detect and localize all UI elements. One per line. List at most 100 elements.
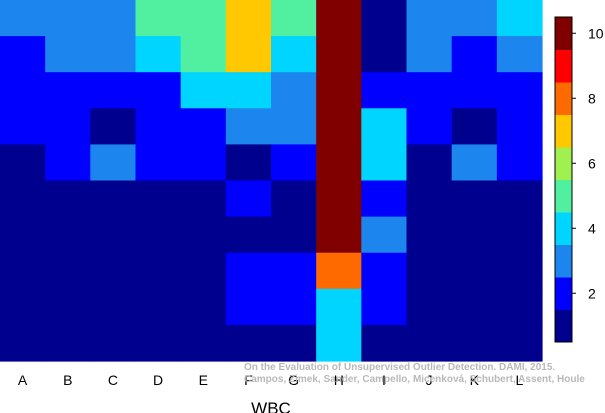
x-tick-label-J: J bbox=[426, 372, 433, 388]
heatmap-cell-H-3 bbox=[316, 72, 362, 109]
heatmap-cell-K-2 bbox=[451, 36, 498, 73]
heatmap-cell-L-5 bbox=[496, 144, 543, 182]
x-tick-label-E: E bbox=[199, 372, 208, 388]
heatmap-cell-J-10 bbox=[406, 324, 453, 362]
heatmap-cell-A-10 bbox=[0, 324, 46, 362]
heatmap-cell-B-8 bbox=[45, 252, 91, 290]
heatmap-cell-C-1 bbox=[90, 0, 137, 37]
heatmap-cell-G-2 bbox=[271, 36, 317, 73]
heatmap-cell-I-4 bbox=[361, 108, 408, 145]
colorbar-tick-label-8: 8 bbox=[588, 90, 596, 106]
x-tick-label-B: B bbox=[63, 372, 72, 388]
heatmap-cell-I-3 bbox=[361, 72, 408, 109]
heatmap-cell-D-4 bbox=[135, 108, 182, 145]
heatmap-cell-B-10 bbox=[45, 324, 91, 362]
heatmap-cell-E-1 bbox=[180, 0, 227, 37]
heatmap-cell-D-1 bbox=[135, 0, 182, 37]
heatmap-cell-E-9 bbox=[180, 288, 227, 326]
heatmap-cell-E-2 bbox=[180, 36, 227, 73]
x-tick-label-F: F bbox=[244, 372, 253, 388]
heatmap-cell-J-7 bbox=[406, 216, 453, 254]
heatmap-cell-J-2 bbox=[406, 36, 453, 73]
heatmap-cell-F-9 bbox=[225, 288, 272, 326]
heatmap-cell-G-4 bbox=[271, 108, 317, 145]
heatmap-cell-K-4 bbox=[451, 108, 498, 145]
heatmap-cell-L-6 bbox=[496, 180, 543, 218]
heatmap-cell-I-9 bbox=[361, 288, 408, 326]
colorbar-tick-label-10: 10 bbox=[588, 25, 604, 41]
heatmap-cell-L-10 bbox=[496, 324, 543, 362]
heatmap-cell-C-8 bbox=[90, 252, 137, 290]
heatmap-cell-G-5 bbox=[271, 144, 317, 182]
heatmap-cell-D-3 bbox=[135, 72, 182, 109]
colorbar-segment-4 bbox=[555, 212, 572, 245]
heatmap-cell-K-3 bbox=[451, 72, 498, 109]
heatmap-cell-F-6 bbox=[225, 180, 272, 218]
heatmap-cell-A-1 bbox=[0, 0, 46, 37]
heatmap-cell-G-7 bbox=[271, 216, 317, 254]
heatmap-cell-H-8 bbox=[316, 252, 362, 290]
heatmap-cell-H-9 bbox=[316, 288, 362, 326]
heatmap-cell-D-6 bbox=[135, 180, 182, 218]
heatmap-cell-C-2 bbox=[90, 36, 137, 73]
heatmap-cell-F-7 bbox=[225, 216, 272, 254]
heatmap-cell-A-7 bbox=[0, 216, 46, 254]
heatmap-cell-H-6 bbox=[316, 180, 362, 218]
heatmap-cell-D-2 bbox=[135, 36, 182, 73]
x-tick-label-C: C bbox=[108, 372, 118, 388]
heatmap-cell-L-4 bbox=[496, 108, 543, 145]
colorbar-segment-6 bbox=[555, 147, 572, 180]
heatmap-cell-K-5 bbox=[451, 144, 498, 182]
heatmap-cell-F-8 bbox=[225, 252, 272, 290]
heatmap-cell-G-8 bbox=[271, 252, 317, 290]
colorbar-segment-5 bbox=[555, 179, 572, 213]
heatmap-cell-A-3 bbox=[0, 72, 46, 109]
heatmap-cell-K-8 bbox=[451, 252, 498, 290]
heatmap-cell-L-8 bbox=[496, 252, 543, 290]
heatmap-cell-G-10 bbox=[271, 324, 317, 362]
x-tick-label-I: I bbox=[382, 372, 386, 388]
colorbar-segment-8 bbox=[555, 82, 572, 115]
heatmap-cell-E-10 bbox=[180, 324, 227, 362]
heatmap-cell-J-5 bbox=[406, 144, 453, 182]
heatmap-cell-K-6 bbox=[451, 180, 498, 218]
heatmap-cell-E-4 bbox=[180, 108, 227, 145]
heatmap-cell-H-4 bbox=[316, 108, 362, 145]
heatmap-cell-L-7 bbox=[496, 216, 543, 254]
heatmap-cell-I-5 bbox=[361, 144, 408, 182]
colorbar-tick-label-2: 2 bbox=[588, 285, 596, 301]
heatmap-cell-E-5 bbox=[180, 144, 227, 182]
colorbar: 2 4 6 8 10 bbox=[554, 16, 604, 343]
colorbar-segment-2 bbox=[555, 277, 572, 310]
heatmap-cell-E-6 bbox=[180, 180, 227, 218]
heatmap-cell-A-2 bbox=[0, 36, 46, 73]
heatmap-cell-I-8 bbox=[361, 252, 408, 290]
heatmap-cell-C-6 bbox=[90, 180, 137, 218]
heatmap-cell-B-2 bbox=[45, 36, 91, 73]
heatmap-cell-A-4 bbox=[0, 108, 46, 145]
x-tick-label-H: H bbox=[334, 372, 344, 388]
heatmap-cell-G-1 bbox=[271, 0, 317, 37]
heatmap-cell-J-9 bbox=[406, 288, 453, 326]
heatmap-cell-C-7 bbox=[90, 216, 137, 254]
x-tick-label-A: A bbox=[18, 372, 28, 388]
heatmap-cell-B-4 bbox=[45, 108, 91, 145]
heatmap-cell-D-5 bbox=[135, 144, 182, 182]
heatmap-cell-E-8 bbox=[180, 252, 227, 290]
heatmap-cell-D-8 bbox=[135, 252, 182, 290]
heatmap-cell-H-1 bbox=[316, 0, 362, 37]
heatmap-cell-F-3 bbox=[225, 72, 272, 109]
heatmap-cell-A-6 bbox=[0, 180, 46, 218]
heatmap-cell-C-4 bbox=[90, 108, 137, 145]
x-axis-title: WBC bbox=[251, 399, 291, 413]
heatmap-cell-C-3 bbox=[90, 72, 137, 109]
heatmap-cell-L-3 bbox=[496, 72, 543, 109]
colorbar-segment-9 bbox=[555, 49, 572, 83]
heatmap-cell-F-10 bbox=[225, 324, 272, 362]
heatmap-cell-B-3 bbox=[45, 72, 91, 109]
heatmap-cell-C-9 bbox=[90, 288, 137, 326]
x-tick-labels: A B C D E F G H I J K L bbox=[18, 372, 524, 388]
colorbar-segment-10 bbox=[555, 17, 572, 50]
heatmap-cell-B-7 bbox=[45, 216, 91, 254]
heatmap-cell-A-5 bbox=[0, 144, 46, 182]
